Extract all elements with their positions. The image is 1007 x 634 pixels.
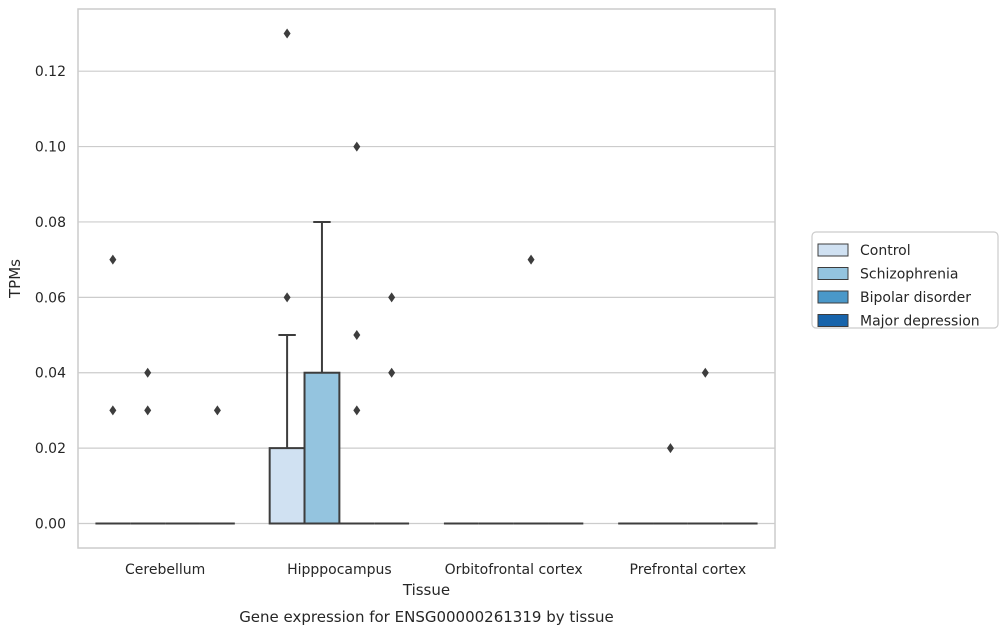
outlier-point bbox=[353, 405, 361, 416]
box-plot bbox=[687, 367, 723, 525]
y-tick-label: 0.08 bbox=[35, 215, 66, 231]
box-body bbox=[268, 447, 306, 525]
box-plot bbox=[199, 405, 235, 525]
box-plot bbox=[303, 220, 341, 525]
plot-frame bbox=[77, 8, 776, 549]
y-tick-labels: 0.00 0.02 0.04 0.06 0.08 0.10 0.12 bbox=[35, 64, 66, 532]
legend-swatch bbox=[817, 243, 849, 257]
legend-label: Control bbox=[860, 243, 911, 259]
legend-frame bbox=[811, 231, 999, 329]
legend-swatch bbox=[817, 314, 849, 327]
legend: Control Schizophrenia Bipolar disorder Majo… bbox=[811, 231, 999, 330]
box-plot bbox=[339, 141, 375, 525]
outlier-point bbox=[527, 254, 535, 265]
outlier-point bbox=[144, 367, 152, 378]
x-axis-label: Tissue bbox=[402, 581, 450, 599]
x-tick-label: Cerebellum bbox=[125, 562, 205, 578]
box-body bbox=[303, 371, 341, 525]
outlier-point bbox=[353, 330, 361, 341]
y-axis-label: TPMs bbox=[6, 259, 24, 299]
y-tick-label: 0.02 bbox=[35, 441, 66, 457]
x-tick-label: Hipppocampus bbox=[287, 562, 392, 578]
outlier-point bbox=[388, 292, 396, 303]
outlier-point bbox=[701, 367, 709, 378]
outlier-point bbox=[283, 292, 291, 303]
legend-label: Major depression bbox=[860, 314, 980, 330]
y-tick-label: 0.00 bbox=[35, 517, 66, 533]
legend-label: Schizophrenia bbox=[860, 267, 958, 283]
box-plot bbox=[374, 292, 410, 525]
outlier-point bbox=[388, 367, 396, 378]
y-tick-label: 0.10 bbox=[35, 140, 66, 156]
outlier-point bbox=[213, 405, 221, 416]
y-tick-label: 0.12 bbox=[35, 64, 66, 80]
outlier-point bbox=[353, 141, 361, 152]
outlier-point bbox=[144, 405, 152, 416]
grid-lines bbox=[78, 70, 775, 525]
y-tick-label: 0.04 bbox=[35, 366, 66, 382]
box-plot bbox=[95, 254, 131, 525]
box-plot bbox=[653, 443, 688, 525]
box-plot bbox=[513, 254, 549, 525]
x-tick-labels: Cerebellum Hipppocampus Orbitofrontal cort… bbox=[125, 562, 746, 578]
box-plot bbox=[268, 28, 306, 525]
legend-swatch bbox=[817, 290, 849, 304]
legend-label: Bipolar disorder bbox=[860, 290, 971, 306]
legend-swatch bbox=[817, 267, 849, 280]
outlier-point bbox=[666, 443, 674, 454]
x-tick-label: Orbitofrontal cortex bbox=[445, 562, 583, 578]
chart-caption: Gene expression for ENSG00000261319 by t… bbox=[239, 608, 614, 626]
box-plot bbox=[130, 367, 166, 525]
y-tick-label: 0.06 bbox=[35, 290, 66, 306]
outlier-point bbox=[109, 254, 117, 265]
x-tick-label: Prefrontal cortex bbox=[630, 562, 747, 578]
outlier-point bbox=[109, 405, 117, 416]
outlier-point bbox=[283, 28, 291, 39]
box-plots bbox=[95, 28, 758, 525]
